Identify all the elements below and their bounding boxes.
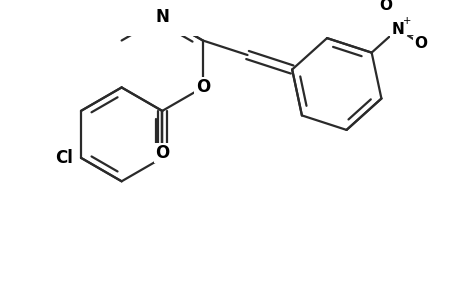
Text: +: + (402, 16, 411, 26)
Text: Cl: Cl (55, 149, 73, 167)
Text: N: N (391, 22, 403, 37)
Text: O: O (413, 36, 426, 51)
Text: O: O (196, 78, 210, 96)
Text: N: N (155, 8, 169, 26)
Text: O: O (155, 144, 169, 162)
Text: −: − (405, 31, 414, 41)
Text: O: O (379, 0, 392, 13)
